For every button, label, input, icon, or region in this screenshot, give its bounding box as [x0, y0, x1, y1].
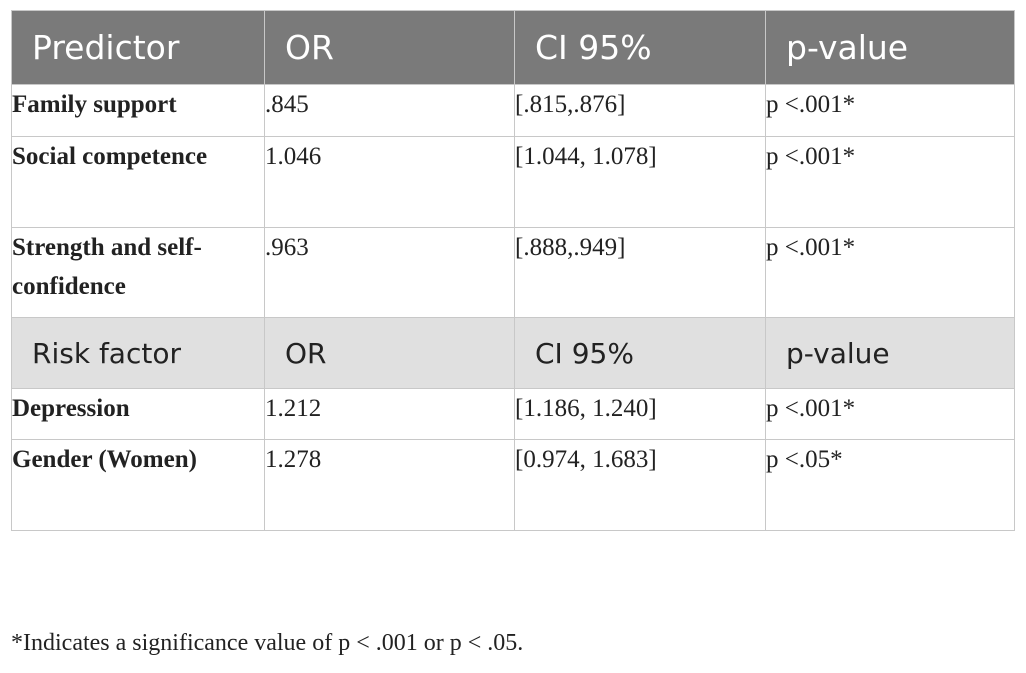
row-or: 1.212: [264, 388, 515, 440]
table-header-risk-factor: Risk factor OR CI 95% p-value: [11, 317, 1015, 389]
header-p-value: p-value: [765, 317, 1015, 389]
header-ci: CI 95%: [514, 317, 766, 389]
table-row: Strength and self-confidence .963 [.888,…: [11, 227, 1015, 318]
header-or: OR: [264, 10, 515, 85]
row-p-value: p <.001*: [765, 388, 1015, 440]
row-or: 1.046: [264, 136, 515, 228]
table-header-predictor: Predictor OR CI 95% p-value: [11, 10, 1015, 85]
row-p-value: p <.001*: [765, 136, 1015, 228]
header-ci: CI 95%: [514, 10, 766, 85]
row-or: .845: [264, 84, 515, 137]
row-label: Depression: [11, 388, 265, 440]
row-label: Gender (Women): [11, 439, 265, 531]
row-p-value: p <.001*: [765, 227, 1015, 318]
header-risk-factor: Risk factor: [11, 317, 265, 389]
row-ci: [1.044, 1.078]: [514, 136, 766, 228]
header-predictor: Predictor: [11, 10, 265, 85]
row-or: .963: [264, 227, 515, 318]
row-ci: [.815,.876]: [514, 84, 766, 137]
row-p-value: p <.001*: [765, 84, 1015, 137]
row-ci: [0.974, 1.683]: [514, 439, 766, 531]
row-p-value: p <.05*: [765, 439, 1015, 531]
row-label: Strength and self-confidence: [11, 227, 265, 318]
table-footnote: *Indicates a significance value of p < .…: [11, 630, 524, 656]
table-row: Social competence 1.046 [1.044, 1.078] p…: [11, 136, 1015, 228]
table-row: Gender (Women) 1.278 [0.974, 1.683] p <.…: [11, 439, 1015, 531]
row-label: Social competence: [11, 136, 265, 228]
odds-ratio-table: Predictor OR CI 95% p-value Family suppo…: [11, 10, 1015, 531]
row-or: 1.278: [264, 439, 515, 531]
table-row: Family support .845 [.815,.876] p <.001*: [11, 84, 1015, 137]
table-row: Depression 1.212 [1.186, 1.240] p <.001*: [11, 388, 1015, 440]
row-label: Family support: [11, 84, 265, 137]
header-or: OR: [264, 317, 515, 389]
row-ci: [.888,.949]: [514, 227, 766, 318]
header-p-value: p-value: [765, 10, 1015, 85]
row-ci: [1.186, 1.240]: [514, 388, 766, 440]
